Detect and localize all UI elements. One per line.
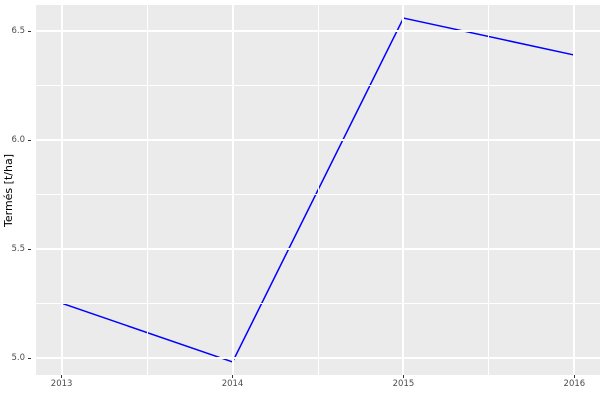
gridline-vertical-minor [146, 5, 148, 375]
x-tick-mark [573, 375, 575, 378]
x-axis-ticks: 2013 2014 2015 2016 [36, 375, 600, 400]
y-tick-mark [28, 139, 31, 141]
x-tick-mark [232, 375, 234, 378]
gridline-vertical-major [402, 5, 405, 375]
x-tick-label: 2014 [221, 379, 244, 389]
x-tick-label: 2016 [563, 379, 586, 389]
gridline-horizontal-major [36, 247, 600, 250]
y-axis-ticks: 5.0 5.5 6.0 6.5 [0, 0, 31, 400]
gridline-horizontal-major [36, 30, 600, 33]
x-tick-label: 2015 [392, 379, 415, 389]
y-tick-mark [28, 31, 31, 33]
gridline-horizontal-major [36, 356, 600, 359]
y-tick-mark [28, 357, 31, 359]
x-tick-mark [402, 375, 404, 378]
gridline-vertical-major [573, 5, 576, 375]
plot-panel [36, 5, 600, 375]
y-tick-label: 6.5 [11, 25, 25, 36]
y-tick-mark [28, 248, 31, 250]
y-tick-label: 5.0 [11, 352, 25, 363]
x-tick-mark [61, 375, 63, 378]
gridline-horizontal-major [36, 138, 600, 141]
gridline-vertical-major [231, 5, 234, 375]
gridline-vertical-minor [317, 5, 319, 375]
x-tick-label: 2013 [50, 379, 73, 389]
y-tick-label: 6.0 [11, 134, 25, 145]
y-tick-label: 5.5 [11, 243, 25, 254]
gridline-vertical-major [60, 5, 63, 375]
gridline-vertical-minor [488, 5, 490, 375]
